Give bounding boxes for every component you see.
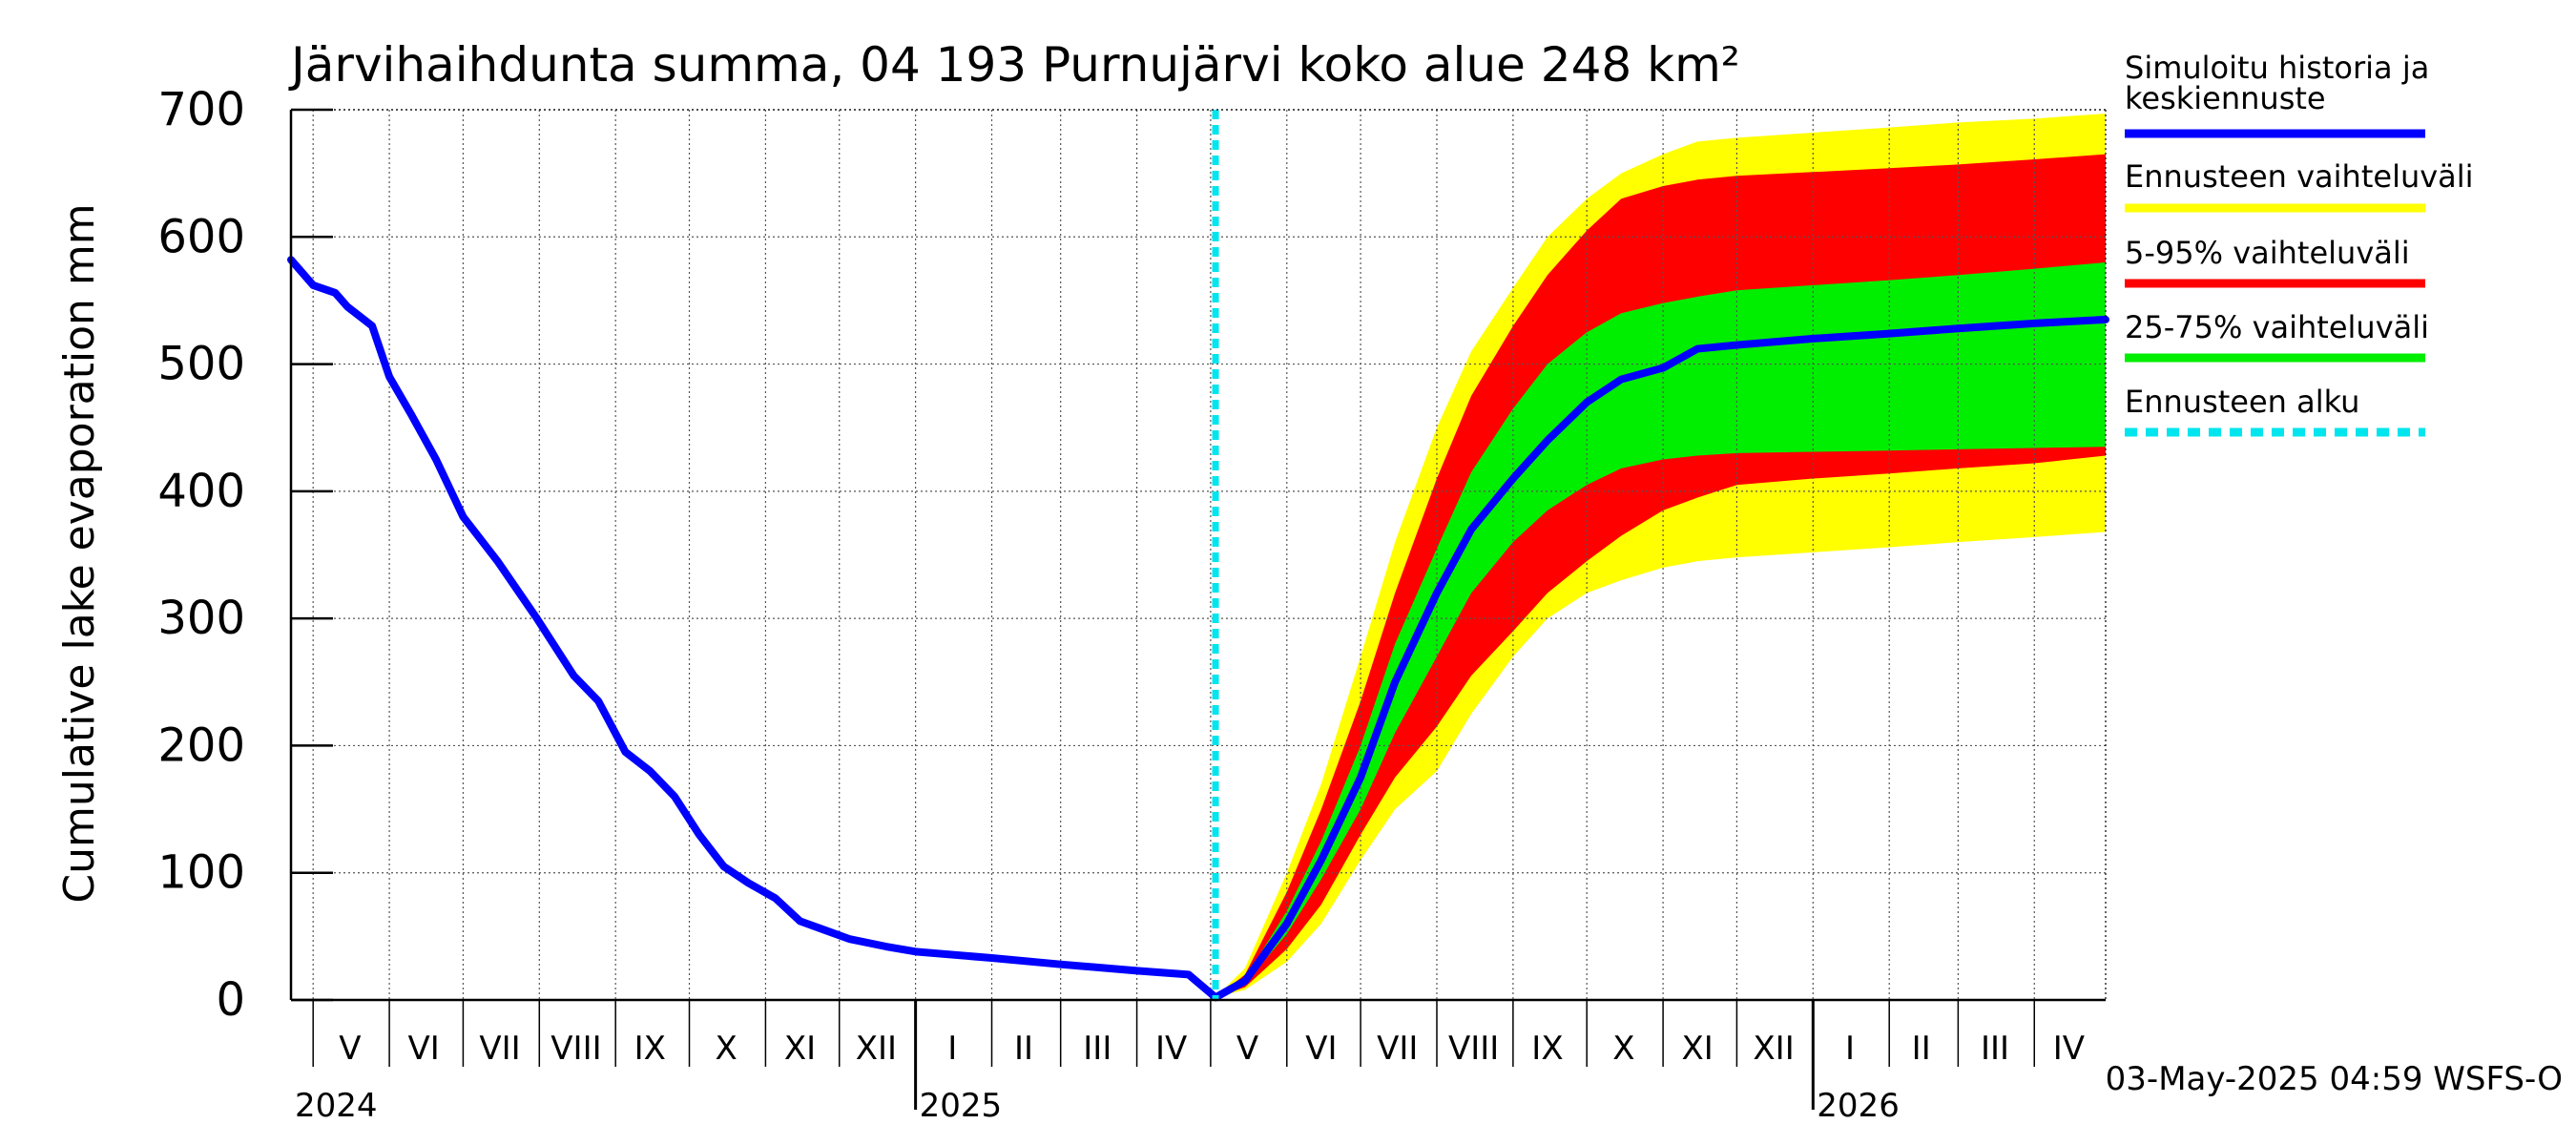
x-month-label: XII bbox=[856, 1030, 897, 1068]
x-month-label: III bbox=[1083, 1030, 1111, 1068]
x-year-label: 2026 bbox=[1817, 1087, 1900, 1125]
y-tick-label: 0 bbox=[216, 973, 245, 1027]
legend-label: keskiennuste bbox=[2125, 80, 2326, 116]
legend-label: 25-75% vaihteluväli bbox=[2125, 309, 2429, 345]
legend-label: Simuloitu historia ja bbox=[2125, 50, 2429, 86]
y-tick-label: 300 bbox=[157, 592, 245, 645]
legend-forecast-start: Ennusteen alku bbox=[2125, 384, 2425, 437]
x-month-label: II bbox=[1912, 1030, 1931, 1068]
x-month-label: VIII bbox=[1448, 1030, 1499, 1068]
band-25-75 bbox=[1215, 261, 2106, 998]
x-month-label: X bbox=[1612, 1030, 1634, 1068]
legend-label: Ennusteen alku bbox=[2125, 384, 2359, 420]
legend-5-95: 5-95% vaihteluväli bbox=[2125, 235, 2425, 288]
x-month-label: XI bbox=[784, 1030, 816, 1068]
x-month-label: IX bbox=[634, 1030, 666, 1068]
series-line-history-mean bbox=[287, 256, 2109, 1002]
x-month-label: III bbox=[1981, 1030, 2009, 1068]
timestamp: 03-May-2025 04:59 WSFS-O bbox=[2106, 1060, 2563, 1098]
x-month-label: IV bbox=[2053, 1030, 2085, 1068]
legend-label: Ennusteen vaihteluväli bbox=[2125, 158, 2474, 195]
x-year-label: 2025 bbox=[920, 1087, 1003, 1125]
x-month-label: V bbox=[339, 1030, 361, 1068]
x-month-label: IV bbox=[1155, 1030, 1187, 1068]
y-axis-label: Cumulative lake evaporation mm bbox=[55, 203, 104, 903]
x-month-label: XII bbox=[1753, 1030, 1794, 1068]
x-month-label: II bbox=[1014, 1030, 1033, 1068]
chart-title: Järvihaihdunta summa, 04 193 Purnujärvi … bbox=[288, 37, 1740, 93]
y-tick-label: 100 bbox=[157, 846, 245, 900]
x-month-label: VIII bbox=[551, 1030, 601, 1068]
x-month-label: VII bbox=[1377, 1030, 1418, 1068]
x-month-label: I bbox=[947, 1030, 957, 1068]
x-month-label: VI bbox=[408, 1030, 440, 1068]
legend-full-range: Ennusteen vaihteluväli bbox=[2125, 158, 2474, 213]
y-tick-label: 700 bbox=[157, 83, 245, 136]
y-tick-label: 600 bbox=[157, 210, 245, 263]
x-month-label: XI bbox=[1682, 1030, 1714, 1068]
x-month-label: X bbox=[716, 1030, 737, 1068]
x-month-label: I bbox=[1845, 1030, 1855, 1068]
x-month-label: VI bbox=[1305, 1030, 1337, 1068]
y-tick-label: 500 bbox=[157, 338, 245, 391]
legend-25-75: 25-75% vaihteluväli bbox=[2125, 309, 2429, 363]
x-month-label: VII bbox=[479, 1030, 520, 1068]
y-tick-label: 400 bbox=[157, 465, 245, 518]
x-year-label: 2024 bbox=[295, 1087, 378, 1125]
x-month-label: V bbox=[1236, 1030, 1258, 1068]
y-tick-label: 200 bbox=[157, 718, 245, 772]
legend-label: 5-95% vaihteluväli bbox=[2125, 235, 2410, 271]
x-month-label: IX bbox=[1531, 1030, 1563, 1068]
